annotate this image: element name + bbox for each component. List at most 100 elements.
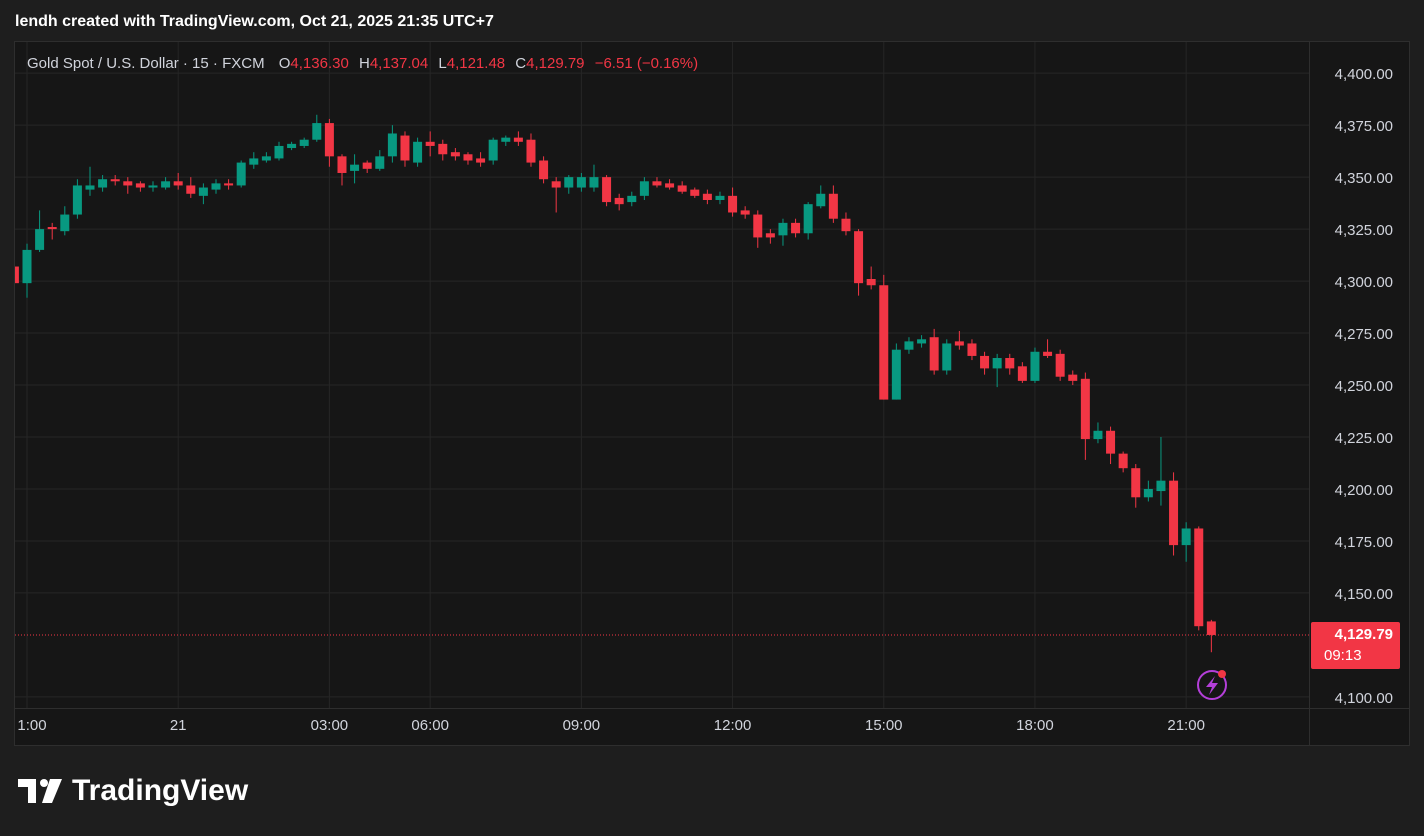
candle-body <box>350 164 360 171</box>
candle-body <box>942 343 952 371</box>
candle-body <box>627 195 637 203</box>
legend-value: 4,137.04 <box>370 55 428 72</box>
candle-body <box>1068 374 1078 381</box>
candle-body <box>312 123 322 140</box>
x-tick-label: 12:00 <box>714 717 752 734</box>
candle-body <box>980 355 990 369</box>
candle-body <box>35 229 45 250</box>
candle-body <box>639 181 649 196</box>
candle-body <box>652 181 662 186</box>
candle-body <box>866 279 876 286</box>
candle-body <box>551 181 561 188</box>
candle-body <box>1143 488 1153 498</box>
candle-body <box>1080 378 1090 440</box>
legend: Gold Spot / U.S. Dollar · 15 · FXCM O4,1… <box>27 55 698 72</box>
candle-body <box>1118 453 1128 469</box>
candle-body <box>463 154 473 161</box>
candle-body <box>1206 621 1216 635</box>
candle-body <box>665 183 675 188</box>
legend-value: 4,121.48 <box>447 55 505 72</box>
candles <box>15 114 1309 653</box>
candle-body <box>967 343 977 356</box>
candle-body <box>816 193 826 207</box>
candle-body <box>879 285 889 400</box>
candle-body <box>413 141 423 163</box>
legend-change: −6.51 (−0.16%) <box>595 55 698 72</box>
symbol: Gold Spot / U.S. Dollar · 15 · FXCM <box>27 55 265 72</box>
brand-logo <box>18 779 62 803</box>
candle-body <box>728 195 738 213</box>
x-tick-label: 1:00 <box>17 717 46 734</box>
last-price-box <box>1311 621 1400 669</box>
candle-body <box>198 187 208 196</box>
y-tick-label: 4,200.00 <box>1335 482 1393 499</box>
candle-body <box>337 156 347 173</box>
candle-body <box>778 222 788 236</box>
candle-body <box>123 181 133 186</box>
candle-body <box>148 185 158 188</box>
candle-body <box>400 135 410 161</box>
chart-frame <box>14 41 1410 746</box>
candle-body <box>1106 430 1116 454</box>
candle-body <box>211 183 221 190</box>
candle-body <box>589 177 599 188</box>
candle-body <box>387 133 397 157</box>
last-price-label: 4,129.79 <box>1335 626 1393 643</box>
y-tick-label: 4,250.00 <box>1335 378 1393 395</box>
candle-body <box>224 183 234 186</box>
x-tick-label: 15:00 <box>865 717 903 734</box>
candle-body <box>450 152 460 157</box>
alert-icon <box>1197 670 1227 700</box>
candle-body <box>992 358 1002 369</box>
candle-body <box>513 137 523 142</box>
candle-body <box>261 156 271 161</box>
x-tick-label: 21:00 <box>1167 717 1205 734</box>
candle-body <box>72 185 82 215</box>
legend-key: L <box>438 55 446 72</box>
candle-body <box>1156 480 1166 492</box>
countdown-label: 09:13 <box>1324 647 1362 664</box>
candle-body <box>173 181 183 186</box>
candle-body <box>1181 528 1191 546</box>
y-tick-label: 4,300.00 <box>1335 274 1393 291</box>
candle-body <box>249 158 259 165</box>
candle-body <box>841 218 851 232</box>
candle-body <box>917 339 927 344</box>
x-tick-label: 06:00 <box>411 717 449 734</box>
y-tick-label: 4,175.00 <box>1335 534 1393 551</box>
caption: lendh created with TradingView.com, Oct … <box>15 13 494 30</box>
candle-body <box>501 137 511 142</box>
y-tick-label: 4,225.00 <box>1335 430 1393 447</box>
legend-value: 4,136.30 <box>290 55 348 72</box>
candle-body <box>526 139 536 163</box>
candle-body <box>954 341 964 346</box>
candle-body <box>753 214 763 238</box>
candle-body <box>1005 358 1015 369</box>
x-tick-label: 21 <box>170 717 187 734</box>
candle-body <box>803 204 813 234</box>
y-tick-label: 4,325.00 <box>1335 222 1393 239</box>
candle-body <box>929 337 939 371</box>
candle-body <box>854 231 864 284</box>
candle-body <box>375 156 385 169</box>
x-tick-label: 03:00 <box>311 717 349 734</box>
candle-body <box>22 249 32 284</box>
candle-body <box>299 139 309 146</box>
brand-name: TradingView <box>72 774 249 807</box>
y-tick-label: 4,400.00 <box>1335 66 1393 83</box>
axes: 4,100.00 4,150.00 4,175.00 4,200.00 4,225.00… <box>17 66 1400 734</box>
candle-body <box>602 177 612 203</box>
legend-key: H <box>359 55 370 72</box>
candle-body <box>1194 528 1204 627</box>
legend-key: C <box>515 55 526 72</box>
candle-body <box>904 341 914 350</box>
candle-body <box>1169 480 1179 546</box>
candle-body <box>576 177 586 188</box>
candle-body <box>614 197 624 205</box>
candle-body <box>47 227 57 230</box>
y-tick-label: 4,100.00 <box>1335 690 1393 707</box>
candle-body <box>287 143 297 149</box>
candle-body <box>715 195 725 201</box>
candle-body <box>488 139 498 161</box>
